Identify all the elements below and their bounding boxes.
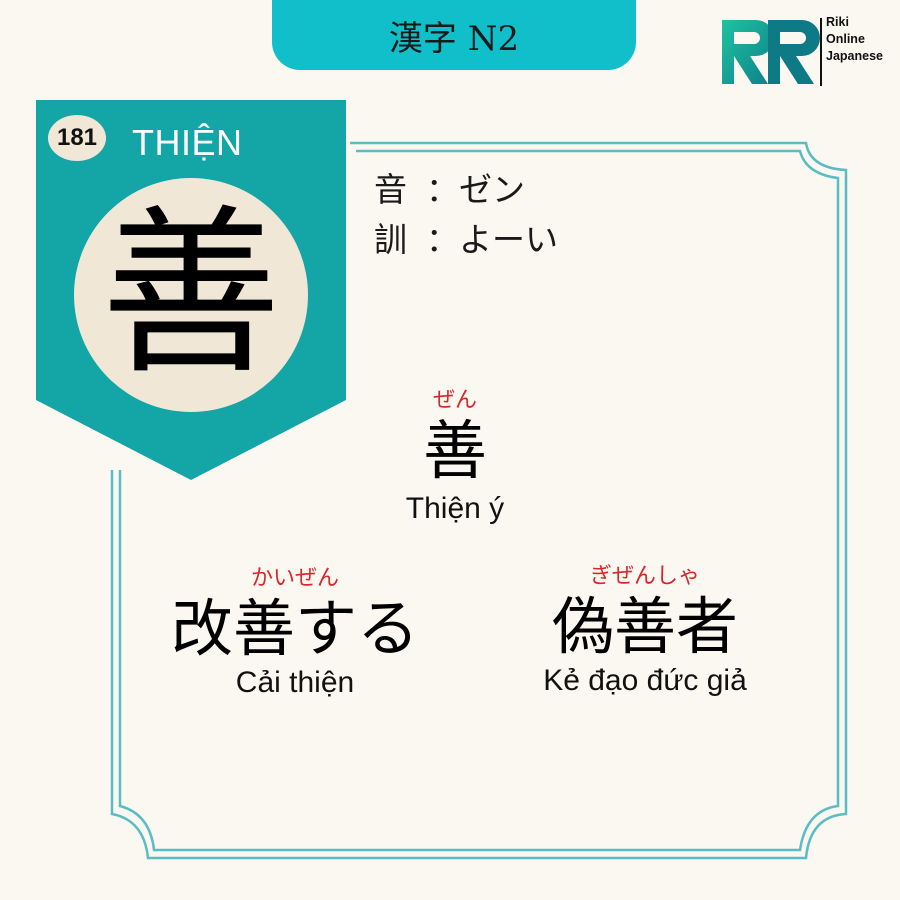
vocab-furigana: かいぜん [250, 566, 339, 591]
kun-reading-value: ：よーい [426, 220, 558, 259]
on-reading: 音 ：ゼン [374, 173, 525, 206]
on-reading-value: ：ゼン [426, 170, 525, 209]
kanji-circle [74, 178, 308, 412]
riki-logo-icon [722, 18, 822, 86]
vocab-word: 善 [423, 415, 487, 489]
vocab-item: ぎぜんしゃ 偽善者 Kẻ đạo đức giả [505, 566, 785, 696]
vocab-word: 改善する [170, 592, 419, 665]
kanji-number-badge: 181 [48, 115, 106, 161]
vocab-meaning: Cải thiện [235, 666, 355, 699]
main-kanji: 善 [100, 190, 281, 399]
vocab-meaning: Kẻ đạo đức giả [543, 664, 747, 697]
header-title: 漢字 N2 [388, 18, 520, 59]
vocab-furigana: ぜん [432, 388, 477, 413]
vocab-item: かいぜん 改善する Cải thiện [160, 568, 430, 698]
header-tab: 漢字 N2 [272, 0, 636, 70]
brand-name: Riki Online Japanese [826, 15, 883, 63]
vocab-item: ぜん 善 Thiện ý [380, 390, 530, 524]
on-label: 音 [374, 170, 407, 209]
vocab-furigana: ぎぜんしゃ [589, 564, 700, 589]
vocab-meaning: Thiện ý [405, 492, 505, 525]
kun-label: 訓 [374, 220, 407, 259]
han-viet-reading: THIỆN [132, 122, 243, 163]
kun-reading: 訓 ：よーい [374, 223, 558, 256]
vocab-word: 偽善者 [551, 590, 738, 663]
